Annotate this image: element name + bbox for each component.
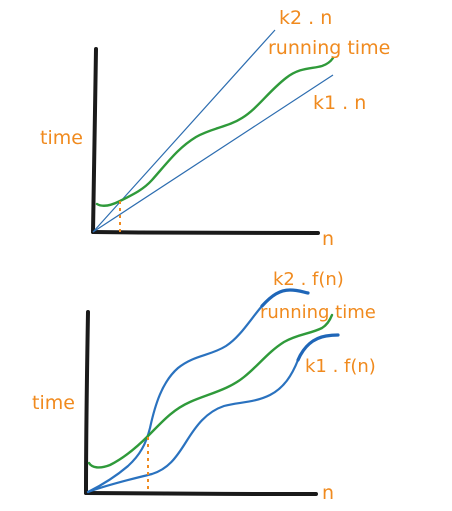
top-k1-line bbox=[92, 74, 334, 233]
bottom-y-axis bbox=[84, 310, 90, 495]
top-running-time-curve bbox=[95, 56, 335, 207]
top-x-axis-label: n bbox=[322, 228, 334, 250]
bottom-x-axis-label: n bbox=[322, 482, 334, 504]
bottom-k2-curve-end bbox=[260, 288, 310, 308]
top-x-axis bbox=[91, 230, 320, 235]
top-lower-bound-label: k1 . n bbox=[313, 92, 366, 114]
bottom-running-time-curve bbox=[87, 313, 334, 469]
top-y-axis bbox=[91, 47, 98, 234]
bottom-upper-bound-label: k2 . f(n) bbox=[273, 269, 344, 290]
bottom-curve-label: running time bbox=[260, 302, 376, 323]
bottom-lower-bound-label: k1 . f(n) bbox=[305, 356, 376, 377]
top-upper-bound-label: k2 . n bbox=[279, 7, 332, 29]
bottom-x-axis bbox=[84, 491, 318, 496]
top-diagram: time n k2 . n running time k1 . n bbox=[40, 7, 390, 250]
bottom-k1-curve-end bbox=[296, 333, 340, 362]
top-y-axis-label: time bbox=[40, 127, 83, 149]
bottom-diagram: time n k2 . f(n) running time k1 . f(n) bbox=[32, 269, 376, 504]
top-curve-label: running time bbox=[268, 37, 390, 59]
bottom-y-axis-label: time bbox=[32, 392, 75, 414]
